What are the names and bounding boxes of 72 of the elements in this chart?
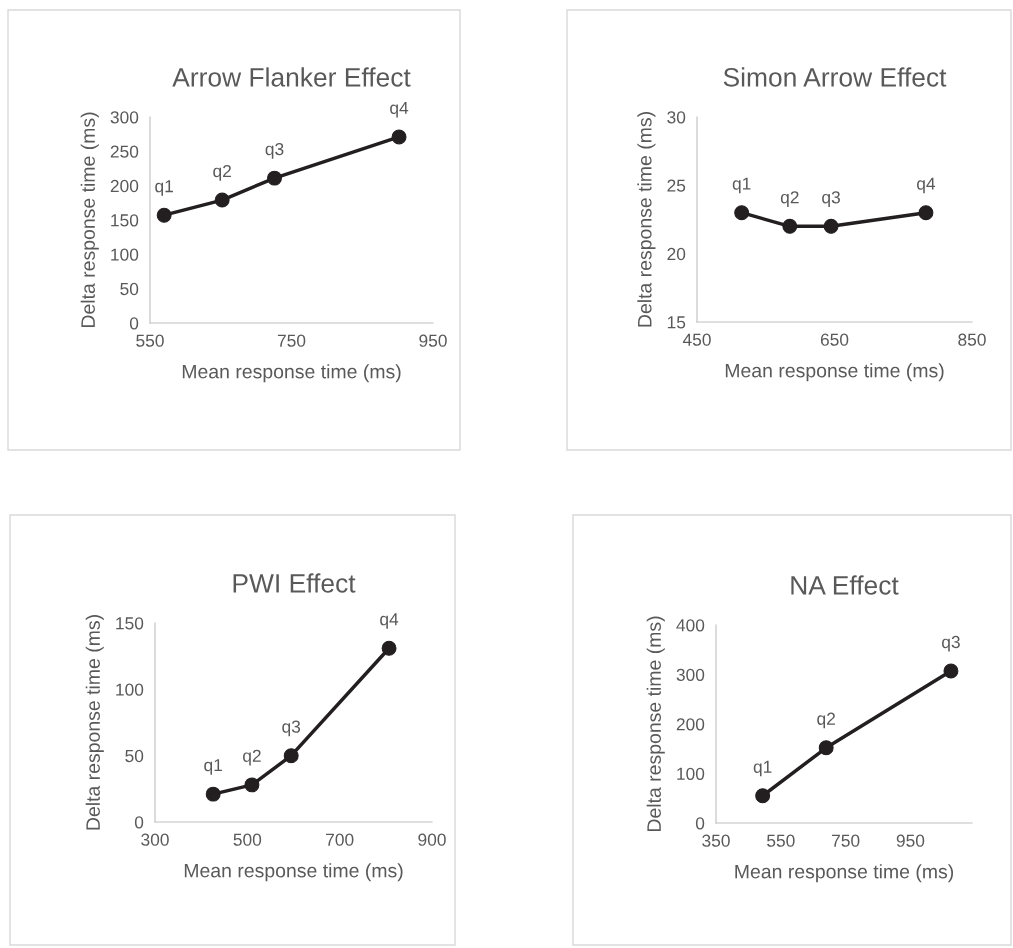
y-tick-label: 0	[695, 817, 705, 830]
point	[267, 170, 282, 186]
chart-title: NA Effect	[791, 575, 899, 595]
x-tick-label: 950	[419, 334, 447, 347]
annotation: q2	[817, 712, 835, 729]
y-tick-label: 20	[667, 247, 686, 261]
point	[943, 663, 959, 679]
annotation: q1	[732, 177, 751, 194]
x-axis-title: Mean response time (ms)	[184, 863, 403, 882]
y-tick-label: 15	[667, 316, 686, 329]
x-axis-title: Mean response time (ms)	[725, 363, 944, 382]
x-axis-title: Mean response time (ms)	[735, 864, 954, 883]
y-tick-label: 30	[667, 111, 686, 124]
x-tick-label: 450	[682, 333, 711, 346]
x-tick-label: 550	[767, 834, 795, 847]
point	[818, 740, 834, 756]
x-tick-label: 650	[820, 333, 849, 346]
y-tick-label: 100	[677, 767, 705, 780]
y-axis-title: Delta response time (ms)	[637, 112, 656, 327]
annotation: q2	[780, 191, 799, 207]
annotation: q4	[390, 101, 409, 118]
point	[755, 788, 771, 804]
y-tick-label: 400	[676, 619, 705, 632]
chart-title: PWI Effect	[233, 573, 356, 593]
y-axis-title: Delta response time (ms)	[85, 615, 104, 830]
annotation: q4	[917, 177, 936, 194]
annotation: q1	[155, 180, 173, 196]
x-tick-label: 950	[896, 834, 925, 847]
x-tick-label: 850	[958, 333, 986, 346]
y-axis-title: Delta response time (ms)	[80, 112, 99, 327]
x-tick-label: 750	[832, 834, 860, 847]
y-tick-label: 25	[667, 179, 686, 192]
y-tick-label: 50	[125, 749, 144, 763]
annotation: q4	[380, 613, 399, 629]
annotation: q3	[282, 720, 301, 737]
point	[283, 748, 299, 764]
point	[391, 129, 407, 145]
chart-title: Arrow Flanker Effect	[172, 67, 411, 87]
chart-title: Simon Arrow Effect	[723, 67, 947, 87]
y-tick-label: 300	[676, 668, 705, 681]
y-tick-label: 50	[120, 282, 139, 296]
x-tick-label: 350	[702, 834, 730, 847]
y-tick-label: 250	[110, 145, 139, 158]
x-tick-label: 750	[277, 334, 306, 347]
annotation: q2	[213, 164, 231, 181]
annotation: q3	[822, 191, 840, 207]
y-tick-label: 100	[111, 248, 139, 261]
x-tick-label: 550	[136, 334, 164, 347]
point	[156, 207, 172, 223]
point	[214, 192, 230, 208]
point	[205, 786, 221, 802]
y-tick-label: 0	[134, 816, 144, 829]
y-tick-label: 100	[116, 683, 144, 696]
annotation: q2	[243, 749, 261, 766]
annotation: q1	[753, 760, 772, 777]
x-tick-label: 500	[233, 833, 262, 846]
annotation: q1	[204, 759, 222, 775]
y-tick-label: 150	[116, 617, 144, 630]
annotation: q3	[942, 635, 960, 652]
point	[381, 640, 397, 656]
x-tick-label: 700	[326, 833, 354, 846]
y-axis-title: Delta response time (ms)	[646, 616, 665, 831]
y-tick-label: 150	[111, 214, 139, 227]
point	[244, 777, 260, 793]
x-tick-label: 900	[418, 833, 446, 846]
x-tick-label: 300	[141, 833, 169, 846]
y-tick-label: 200	[676, 718, 705, 731]
y-tick-label: 300	[110, 111, 139, 124]
x-axis-title: Mean response time (ms)	[182, 364, 401, 383]
y-tick-label: 0	[129, 317, 139, 330]
annotation: q3	[265, 142, 284, 159]
y-tick-label: 200	[110, 179, 139, 193]
